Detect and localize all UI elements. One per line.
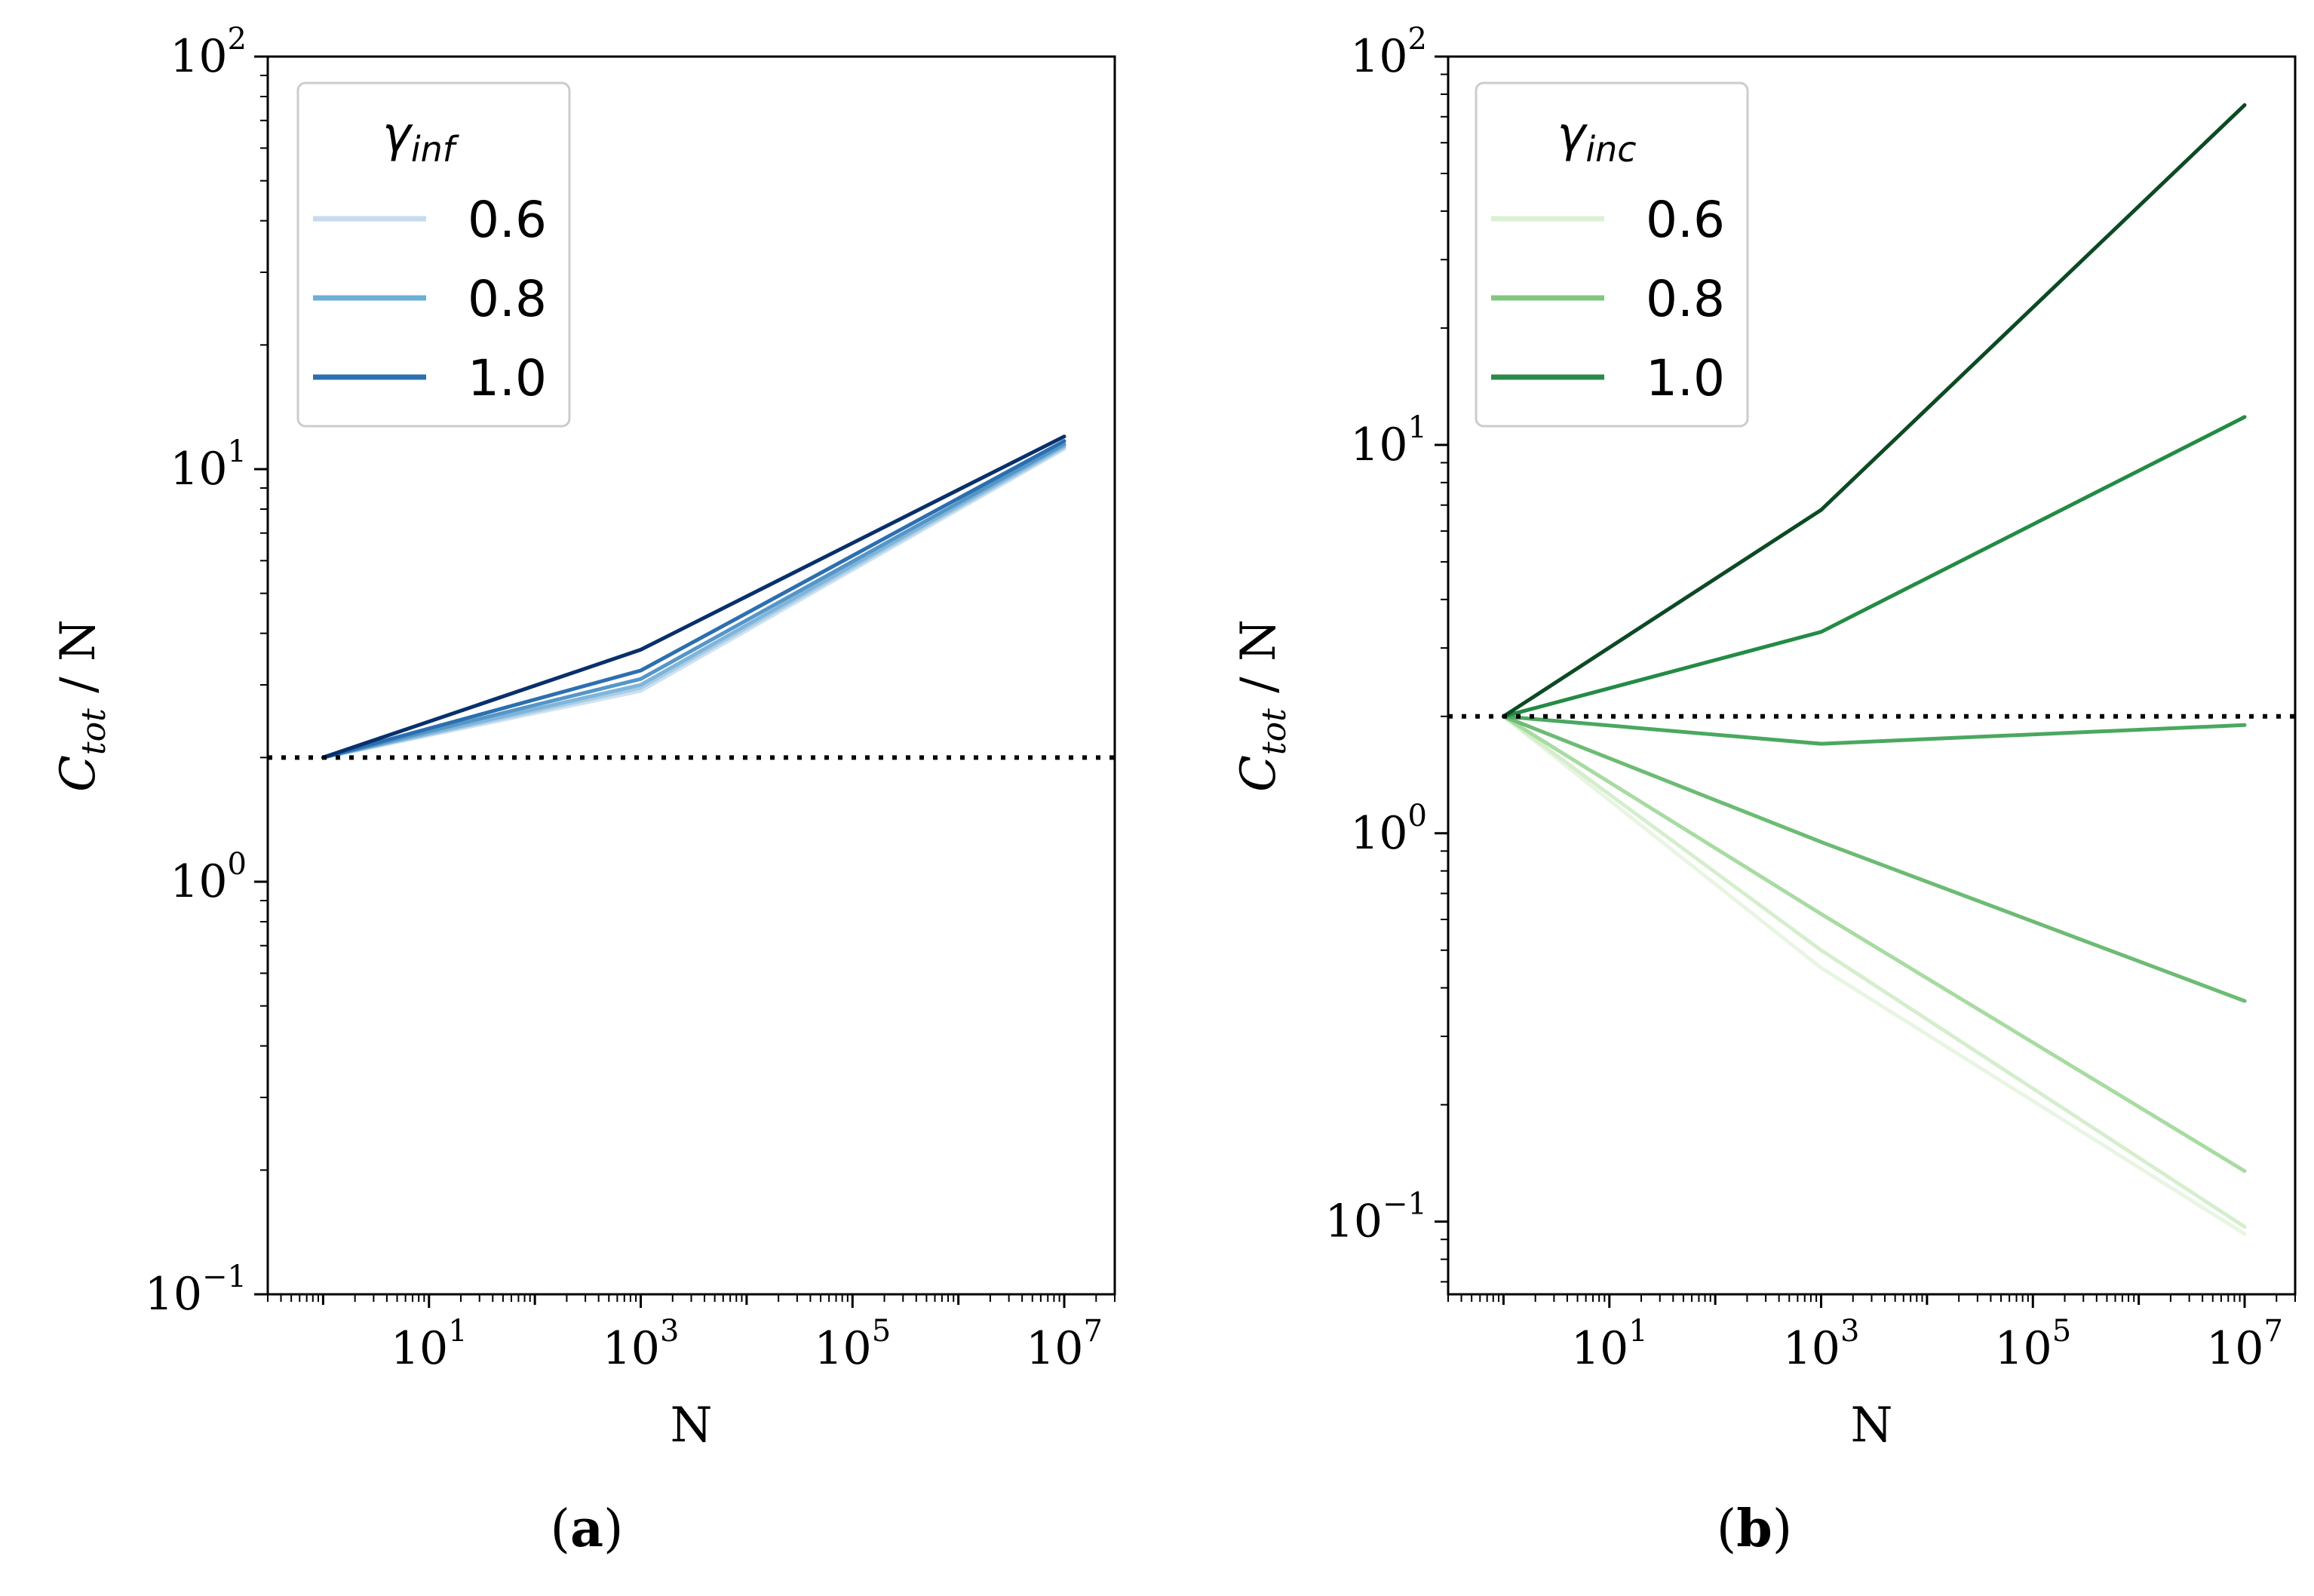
panel-a-caption: (a) [550, 1499, 623, 1559]
x-tick-label: 103 [603, 1314, 680, 1375]
x-tick-label: 101 [1571, 1314, 1648, 1375]
x-tick-label: 103 [1783, 1314, 1860, 1375]
legend-entry-label: 0.8 [468, 270, 547, 328]
data-series-group [321, 434, 1066, 760]
x-tick-label: 105 [814, 1314, 891, 1375]
y-tick-label: 100 [170, 847, 247, 908]
legend-entry-label: 1.0 [1646, 349, 1725, 407]
y-tick-label: 10−1 [1325, 1187, 1427, 1248]
series-line-1 [1501, 714, 2247, 1236]
series-line-4 [1501, 714, 2247, 1003]
y-tick-label: 102 [1350, 22, 1427, 83]
y-tick-label: 101 [1350, 410, 1427, 471]
x-axis-label: N [1851, 1398, 1893, 1453]
legend-title: γinf [382, 107, 459, 170]
y-axis-label: Ctot / N [1231, 619, 1294, 792]
series-line-5 [1501, 714, 2247, 746]
series-line-6 [321, 434, 1066, 760]
x-tick-label: 105 [1994, 1314, 2071, 1375]
legend-title: γinc [1557, 107, 1636, 170]
y-axis-label: Ctot / N [51, 619, 113, 792]
series-line-5 [321, 439, 1066, 760]
x-axis-label: N [671, 1398, 713, 1453]
y-tick-label: 101 [170, 434, 247, 496]
data-series-group [1501, 103, 2247, 1236]
series-line-4 [321, 442, 1066, 760]
series-line-7 [1501, 103, 2247, 719]
x-tick-label: 107 [2206, 1314, 2283, 1375]
y-tick-label: 10−1 [145, 1260, 247, 1321]
legend-entry-label: 0.6 [1646, 191, 1725, 249]
series-line-6 [1501, 415, 2247, 719]
series-line-3 [1501, 714, 2247, 1174]
x-tick-label: 107 [1026, 1314, 1103, 1375]
y-tick-label: 102 [170, 22, 247, 83]
legend-entry-label: 0.8 [1646, 270, 1725, 328]
y-tick-label: 100 [1350, 799, 1427, 860]
x-tick-label: 101 [391, 1314, 468, 1375]
series-line-3 [321, 444, 1066, 760]
legend-box [1475, 81, 1749, 428]
panel-b-caption: (b) [1717, 1499, 1793, 1559]
series-line-2 [1501, 714, 2247, 1229]
legend-box [296, 81, 571, 428]
legend-entry-label: 0.6 [468, 191, 547, 249]
legend-entry-label: 1.0 [468, 349, 547, 407]
